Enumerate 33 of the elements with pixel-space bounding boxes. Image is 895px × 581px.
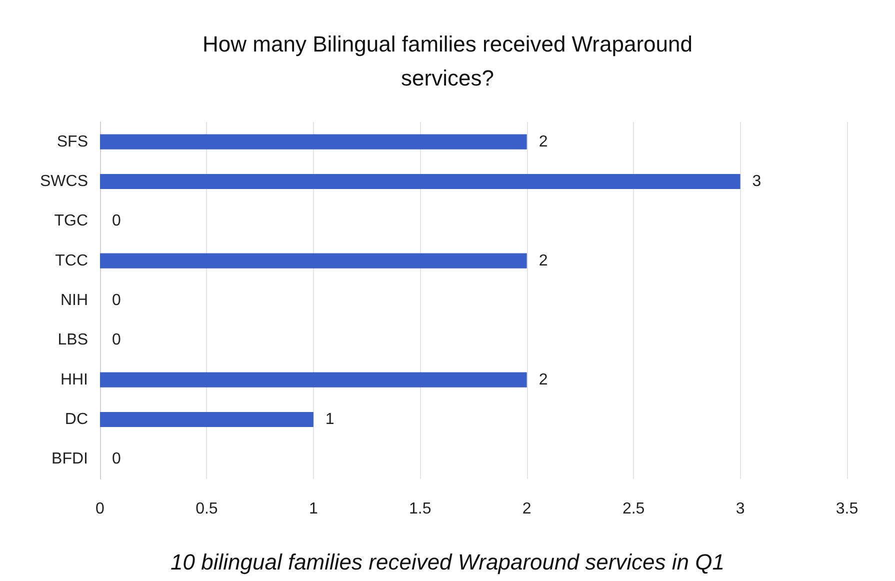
bar [100, 174, 740, 190]
data-label: 0 [112, 292, 121, 309]
data-label: 2 [538, 371, 548, 388]
x-tick-label: 1.5 [409, 500, 432, 518]
y-tick-label: BFDI [52, 450, 88, 468]
x-tick-label: 0.5 [196, 500, 218, 518]
data-label: 0 [112, 332, 121, 349]
x-tick-label: 3.5 [836, 500, 858, 518]
x-tick-label: 0 [96, 500, 105, 518]
y-tick-label: LBS [58, 332, 88, 349]
y-tick-label: HHI [60, 371, 88, 388]
y-tick-label: TCC [55, 252, 88, 270]
data-label: 2 [538, 252, 548, 270]
y-tick-label: TGC [54, 212, 88, 230]
x-tick-label: 2.5 [622, 500, 645, 518]
x-tick-label: 1 [308, 500, 318, 518]
x-tick-label: 3 [736, 500, 745, 518]
text: 10 bilingual families received Wraparound services in Q1 [170, 550, 724, 574]
data-label: 0 [112, 212, 121, 230]
bar [100, 253, 527, 268]
chart-title: How many Bilingual families received Wraparound services? [202, 32, 692, 90]
data-label: 1 [325, 411, 334, 428]
y-tick-label: SWCS [40, 173, 88, 190]
data-label: 0 [112, 450, 121, 468]
y-tick-label: DC [64, 411, 88, 428]
bar [100, 372, 527, 388]
y-tick-label: SFS [56, 133, 88, 150]
y-tick-label: NIH [60, 292, 88, 309]
data-label: 2 [538, 133, 548, 150]
x-tick-label: 2 [522, 500, 532, 518]
bar [100, 412, 314, 428]
data-label: 3 [752, 173, 762, 190]
bar [100, 134, 527, 150]
